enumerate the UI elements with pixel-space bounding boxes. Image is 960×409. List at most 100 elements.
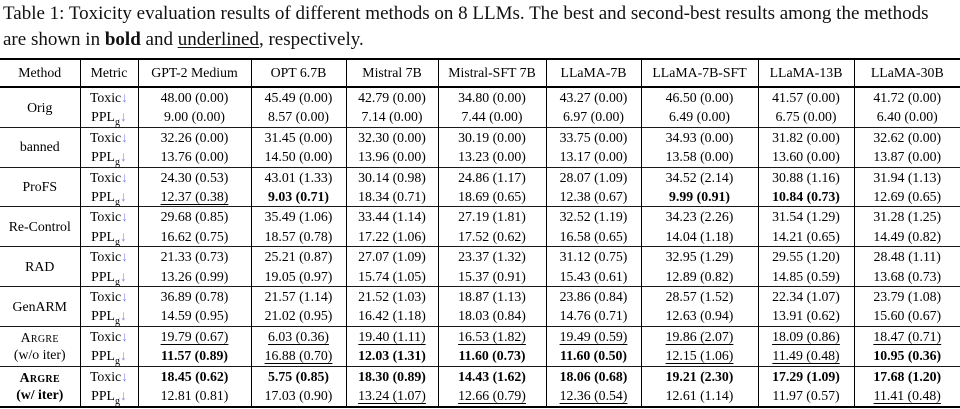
table-row: Argre (w/ iter) Toxic↓ 18.45 (0.62) 5.75 (0.…	[0, 366, 960, 402]
method-name-line: (w/o iter)	[13, 347, 66, 363]
ppl-value-cell: 13.68 (0.73)	[853, 266, 960, 287]
ppl-value-cell: 11.97 (0.57)	[757, 386, 854, 407]
toxic-value-cell: 28.07 (1.09)	[545, 167, 641, 188]
toxic-metric-cell: Toxic↓	[79, 206, 138, 227]
toxic-value-cell: 28.57 (1.52)	[640, 286, 758, 307]
toxic-value-cell: 18.06 (0.68)	[545, 366, 641, 387]
ppl-metric-cell: PPLg↓	[79, 306, 138, 327]
toxic-metric-cell: Toxic↓	[79, 286, 138, 307]
method-name-line: Re-Control	[8, 219, 71, 235]
ppl-value-cell: 12.66 (0.79)	[437, 386, 546, 407]
ppl-metric-subscript: g	[114, 156, 120, 168]
caption-bold-word: bold	[104, 29, 141, 50]
column-header-mistral-7b: Mistral 7B	[345, 59, 438, 87]
ppl-value-cell: 13.23 (0.00)	[437, 147, 546, 168]
toxic-value-cell: 17.29 (1.09)	[757, 366, 854, 387]
ppl-value-cell: 15.43 (0.61)	[545, 266, 641, 287]
toxic-metric-cell: Toxic↓	[79, 246, 138, 267]
toxic-value-cell: 41.72 (0.00)	[853, 87, 960, 108]
toxic-value-cell: 18.47 (0.71)	[853, 326, 960, 347]
toxic-value-cell: 35.49 (1.06)	[250, 206, 346, 227]
down-arrow-icon: ↓	[121, 209, 129, 225]
table-row: PPLg↓ 13.76 (0.00) 14.50 (0.00) 13.96 (0.00…	[0, 147, 960, 168]
ppl-value-cell: 14.85 (0.59)	[757, 266, 854, 287]
ppl-value-cell: 6.49 (0.00)	[640, 107, 758, 128]
toxic-value-cell: 25.21 (0.87)	[250, 246, 346, 267]
ppl-value-cell: 12.61 (1.14)	[640, 386, 758, 407]
ppl-value-cell: 14.59 (0.95)	[137, 306, 251, 327]
toxic-value-cell: 22.34 (1.07)	[757, 286, 854, 307]
toxic-metric-cell: Toxic↓	[79, 366, 138, 387]
method-name: Orig	[0, 87, 80, 127]
toxic-value-cell: 32.62 (0.00)	[853, 127, 960, 148]
table-row: GenARM Toxic↓ 36.89 (0.78) 21.57 (1.14) 21.5…	[0, 286, 960, 314]
toxic-metric-label: Toxic	[89, 289, 122, 305]
down-arrow-icon: ↓	[121, 289, 129, 305]
ppl-value-cell: 12.36 (0.54)	[545, 386, 641, 407]
ppl-metric-subscript: g	[114, 196, 120, 207]
toxic-value-cell: 33.44 (1.14)	[345, 206, 438, 227]
method-row-group: RAD Toxic↓ 21.33 (0.73) 25.21 (0.87) 27.07 (…	[0, 246, 960, 287]
ppl-metric-label: PPLg	[91, 228, 120, 247]
toxic-metric-cell: Toxic↓	[79, 87, 138, 108]
toxic-value-cell: 23.79 (1.08)	[853, 286, 960, 307]
toxic-metric-cell: Toxic↓	[79, 127, 138, 148]
ppl-value-cell: 16.42 (1.18)	[345, 306, 438, 327]
toxic-value-cell: 46.50 (0.00)	[640, 87, 758, 108]
method-name: Argre (w/ iter)	[0, 366, 80, 406]
toxic-value-cell: 21.52 (1.03)	[345, 286, 438, 307]
method-name: Argre (w/o iter)	[0, 326, 80, 366]
toxic-value-cell: 31.45 (0.00)	[250, 127, 346, 148]
toxic-value-cell: 32.52 (1.19)	[545, 206, 641, 227]
ppl-metric-subscript: g	[114, 276, 120, 287]
toxic-value-cell: 33.75 (0.00)	[545, 127, 641, 148]
toxic-value-cell: 24.30 (0.53)	[137, 167, 251, 188]
ppl-value-cell: 16.88 (0.70)	[250, 346, 346, 367]
method-name-line: (w/ iter)	[16, 387, 64, 403]
ppl-value-cell: 12.03 (1.31)	[345, 346, 438, 367]
table-row: PPLg↓ 14.59 (0.95) 21.02 (0.95) 16.42 (1.18…	[0, 306, 960, 327]
table-row: Argre (w/o iter) Toxic↓ 19.79 (0.67) 6.03 (0…	[0, 326, 960, 362]
toxic-value-cell: 19.49 (0.59)	[545, 326, 641, 347]
toxic-value-cell: 17.68 (1.20)	[853, 366, 960, 387]
ppl-value-cell: 14.49 (0.82)	[853, 226, 960, 247]
caption-text: Table 1: Toxicity evaluation results of …	[3, 3, 929, 50]
toxic-value-cell: 29.68 (0.85)	[137, 206, 251, 227]
toxic-metric-cell: Toxic↓	[79, 326, 138, 347]
toxic-value-cell: 29.55 (1.20)	[757, 246, 854, 267]
ppl-metric-subscript: g	[114, 356, 120, 367]
ppl-value-cell: 10.84 (0.73)	[757, 187, 854, 207]
method-name: GenARM	[0, 287, 80, 327]
ppl-metric-label: PPLg	[91, 149, 120, 168]
toxic-value-cell: 30.19 (0.00)	[437, 127, 546, 148]
ppl-metric-label: PPLg	[91, 268, 120, 287]
ppl-value-cell: 18.57 (0.78)	[250, 226, 346, 247]
table-row: PPLg↓ 9.00 (0.00) 8.57 (0.00) 7.14 (0.00) 7.…	[0, 107, 960, 128]
method-name-line: Argre	[20, 329, 59, 345]
toxic-value-cell: 24.86 (1.17)	[437, 167, 546, 188]
ppl-value-cell: 14.04 (1.18)	[640, 226, 758, 247]
method-name-line: Argre	[19, 369, 60, 385]
toxic-value-cell: 31.82 (0.00)	[757, 127, 854, 148]
ppl-metric-label: PPLg	[91, 189, 120, 207]
ppl-value-cell: 14.21 (0.65)	[757, 226, 854, 247]
ppl-value-cell: 16.62 (0.75)	[137, 226, 251, 247]
column-header-llama-13b: LLaMA-13B	[757, 59, 854, 87]
toxic-value-cell: 16.53 (1.82)	[437, 326, 546, 347]
toxic-metric-label: Toxic	[89, 209, 122, 225]
column-header-gpt2-medium: GPT-2 Medium	[137, 59, 251, 87]
toxic-metric-label: Toxic	[89, 129, 122, 145]
toxic-value-cell: 34.52 (2.14)	[640, 167, 758, 188]
ppl-value-cell: 18.03 (0.84)	[437, 306, 546, 327]
table-row: PPLg↓ 11.57 (0.89) 16.88 (0.70) 12.03 (1.31…	[0, 346, 960, 367]
ppl-value-cell: 17.52 (0.62)	[437, 226, 546, 247]
table-row: Orig Toxic↓ 48.00 (0.00) 45.49 (0.00) 42.79 …	[0, 87, 960, 115]
toxic-value-cell: 18.09 (0.86)	[757, 326, 854, 347]
toxic-value-cell: 18.30 (0.89)	[345, 366, 438, 387]
method-name-line: banned	[19, 139, 60, 155]
toxic-value-cell: 32.30 (0.00)	[345, 127, 438, 148]
down-arrow-icon: ↓	[119, 109, 127, 125]
table-caption: Table 1: Toxicity evaluation results of …	[0, 1, 960, 53]
column-header-method: Method	[18, 65, 62, 80]
